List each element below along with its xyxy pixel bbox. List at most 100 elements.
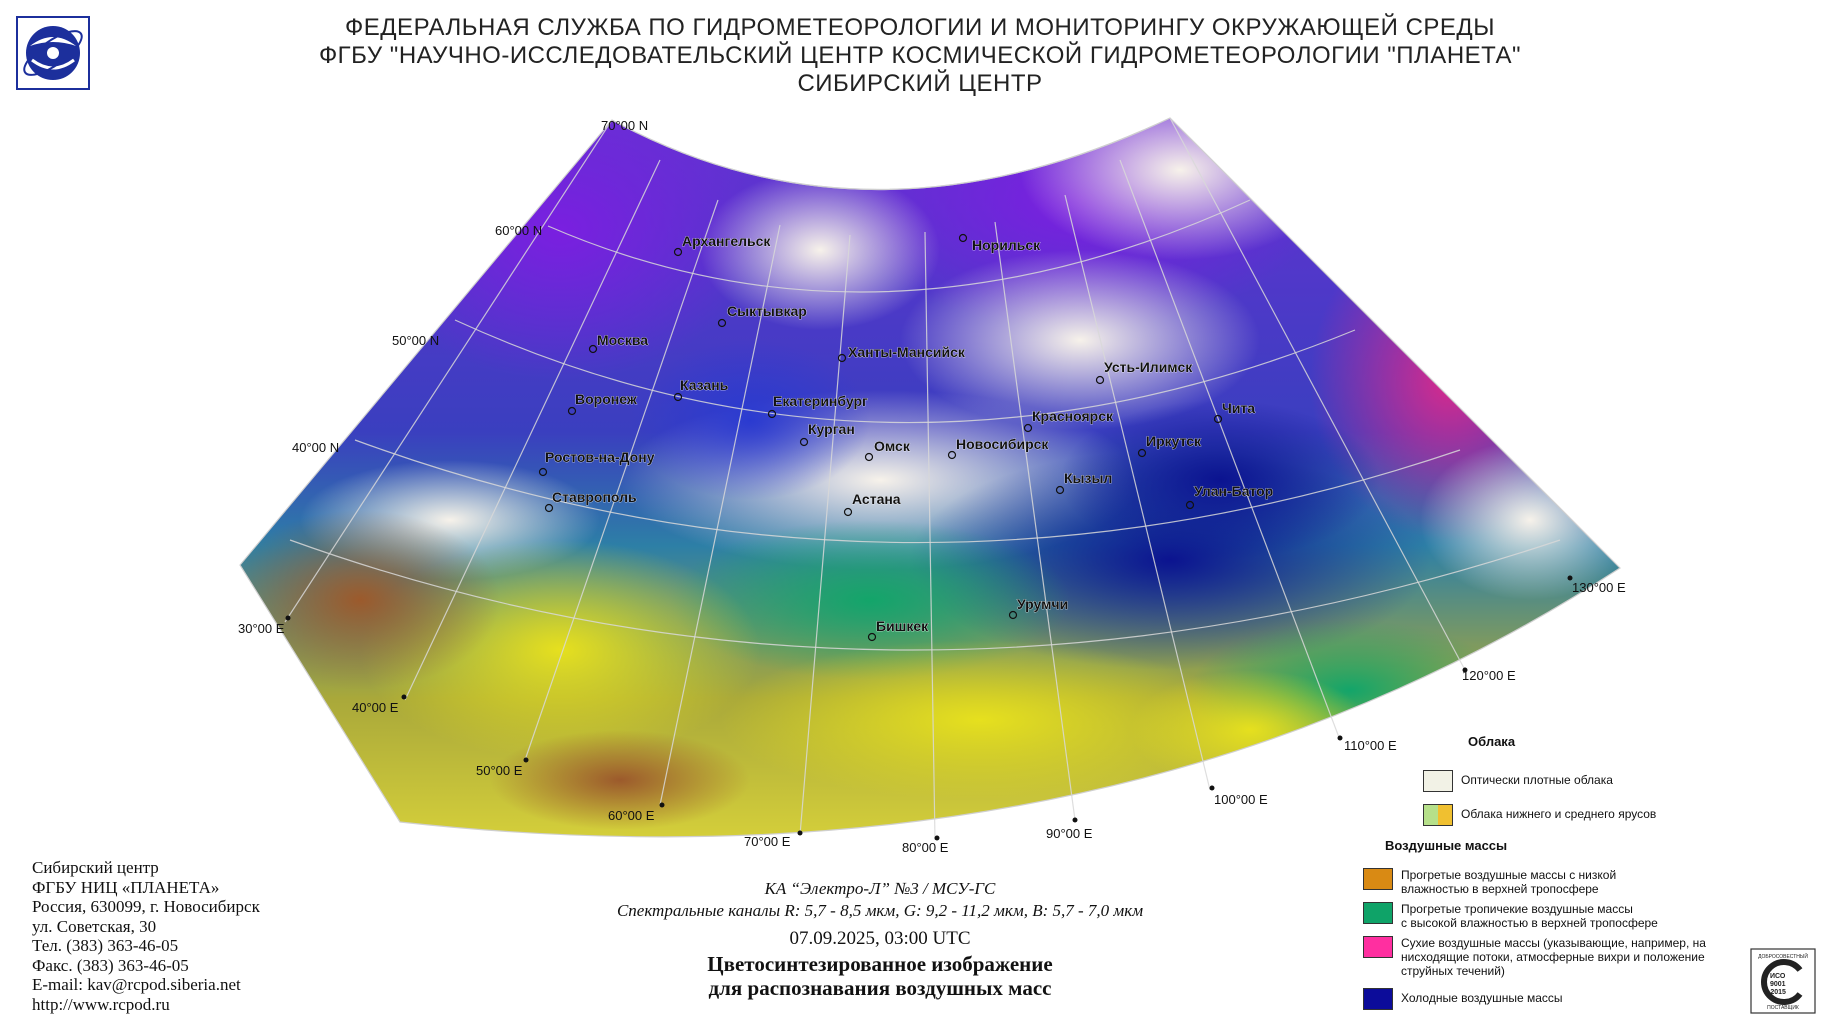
contact-email[interactable]: E-mail: kav@rcpod.siberia.net: [32, 975, 241, 994]
svg-text:Норильск: Норильск: [972, 237, 1041, 253]
header-line-2: ФГБУ "НАУЧНО-ИССЛЕДОВАТЕЛЬСКИЙ ЦЕНТР КОС…: [318, 42, 1522, 69]
legend-dry-air: Сухие воздушные массы (указывающие, напр…: [1363, 936, 1706, 978]
contact-info: Сибирский центр ФГБУ НИЦ «ПЛАНЕТА» Росси…: [32, 858, 260, 1014]
svg-text:Екатеринбург: Екатеринбург: [773, 393, 868, 409]
svg-text:Чита: Чита: [1222, 400, 1255, 416]
svg-text:Астана: Астана: [852, 491, 901, 507]
lon-tick: [1072, 817, 1078, 823]
svg-text:Ханты-Мансийск: Ханты-Мансийск: [848, 344, 966, 360]
swatch-low-mid-clouds: [1423, 804, 1453, 826]
lon-label-70: 70°00 E: [744, 834, 791, 849]
header-line-3: СИБИРСКИЙ ЦЕНТР: [797, 70, 1043, 97]
contact-website[interactable]: http://www.rcpod.ru: [32, 994, 170, 1014]
lat-label-60: 60°00 N: [495, 223, 542, 238]
city-bishkek: Бишкек: [867, 618, 929, 642]
svg-text:Бишкек: Бишкек: [876, 618, 929, 634]
header-line-1: ФЕДЕРАЛЬНАЯ СЛУЖБА ПО ГИДРОМЕТЕОРОЛОГИИ …: [345, 14, 1495, 41]
lat-label-50: 50°00 N: [392, 333, 439, 348]
lon-label-130: 130°00 E: [1572, 580, 1626, 595]
legend-clouds-title: Облака: [1468, 734, 1516, 749]
city-arkhangelsk: Архангельск: [673, 233, 772, 257]
svg-text:Архангельск: Архангельск: [682, 233, 771, 249]
lon-label-100: 100°00 E: [1214, 792, 1268, 807]
lon-tick: [659, 802, 665, 808]
spectral-channels: Спектральные каналы R: 5,7 - 8,5 мкм, G:…: [616, 901, 1144, 920]
svg-text:Новосибирск: Новосибирск: [956, 436, 1049, 452]
lat-label-40: 40°00 N: [292, 440, 339, 455]
svg-text:Сыктывкар: Сыктывкар: [727, 303, 807, 319]
city-astana: Астана: [843, 491, 901, 517]
city-ust-ilimsk: Усть-Илимск: [1095, 359, 1194, 385]
lon-tick: [797, 830, 803, 836]
lon-label-80: 80°00 E: [902, 840, 949, 855]
contact-phone: Тел. (383) 363-46-05: [32, 936, 179, 955]
lat-label-70: 70°00 N: [601, 118, 648, 133]
satellite-name: КА “Электро-Л” №3 / МСУ-ГС: [764, 879, 996, 898]
lon-label-90: 90°00 E: [1046, 826, 1093, 841]
lon-label-40: 40°00 E: [352, 700, 399, 715]
contact-line: ФГБУ НИЦ «ПЛАНЕТА»: [32, 877, 220, 897]
contact-address: Россия, 630099, г. Новосибирск: [32, 897, 260, 916]
lon-tick: [1209, 785, 1215, 791]
caption-line-1: Цветосинтезированное изображение: [707, 952, 1053, 976]
svg-text:Улан-Батор: Улан-Батор: [1194, 483, 1273, 499]
lon-tick: [1567, 575, 1573, 581]
city-chita: Чита: [1213, 400, 1256, 424]
city-kyzyl: Кызыл: [1055, 470, 1113, 495]
city-ulaanbaatar: Улан-Батор: [1185, 483, 1274, 510]
city-khanty-mansiysk: Ханты-Мансийск: [837, 344, 966, 363]
city-norilsk: Норильск: [958, 233, 1041, 253]
svg-text:Казань: Казань: [680, 377, 729, 393]
svg-text:Урумчи: Урумчи: [1017, 596, 1068, 612]
map-sector-border: [239, 117, 1621, 838]
legend-cold-air: Холодные воздушные массы: [1363, 988, 1563, 1010]
svg-text:Москва: Москва: [597, 332, 648, 348]
city-moscow: Москва: [588, 332, 649, 354]
svg-text:Иркутск: Иркутск: [1146, 433, 1202, 449]
city-novosibirsk: Новосибирск: [947, 436, 1050, 460]
swatch-dense-clouds: [1423, 770, 1453, 792]
swatch-warm-low-humidity: [1363, 868, 1393, 890]
legend-tropical-humid: Прогретые тропичекие воздушные массы с в…: [1363, 902, 1658, 930]
city-syktyvkar: Сыктывкар: [717, 303, 807, 328]
image-info: КА “Электро-Л” №3 / МСУ-ГС Спектральные …: [560, 878, 1200, 1000]
city-kurgan: Курган: [799, 421, 855, 447]
legend-dense-clouds: Оптически плотные облака: [1423, 770, 1613, 792]
graticule: [284, 117, 1561, 841]
lon-label-120: 120°00 E: [1462, 668, 1516, 683]
lon-tick: [523, 757, 529, 763]
city-irkutsk: Иркутск: [1137, 433, 1202, 458]
header: ФЕДЕРАЛЬНАЯ СЛУЖБА ПО ГИДРОМЕТЕОРОЛОГИИ …: [0, 14, 1840, 98]
svg-text:ПОСТАВЩИК: ПОСТАВЩИК: [1767, 1005, 1799, 1011]
lon-tick: [1337, 735, 1343, 741]
city-krasnoyarsk: Красноярск: [1023, 408, 1114, 433]
contact-street: ул. Советская, 30: [32, 916, 157, 936]
caption-line-2: для распознавания воздушных масс: [708, 976, 1052, 1000]
svg-text:ИСО: ИСО: [1770, 973, 1786, 980]
contact-fax: Факс. (383) 363-46-05: [32, 955, 189, 975]
city-voronezh: Воронеж: [567, 391, 638, 416]
iso-certification-badge: ДОБРОСОВЕСТНЫЙ ИСО 9001 -2015 ПОСТАВЩИК: [1750, 948, 1816, 1014]
svg-text:Ставрополь: Ставрополь: [552, 489, 637, 505]
svg-text:Кызыл: Кызыл: [1064, 470, 1112, 486]
svg-text:Курган: Курган: [808, 421, 855, 437]
lon-tick: [1462, 667, 1468, 673]
city-rostov-on-don: Ростов-на-Дону: [538, 449, 655, 477]
planeta-logo: [16, 16, 90, 90]
lon-tick: [285, 615, 291, 621]
lon-tick: [934, 835, 940, 841]
city-kazan: Казань: [673, 377, 729, 402]
swatch-tropical-humid: [1363, 902, 1393, 924]
svg-text:9001: 9001: [1770, 981, 1786, 988]
swatch-cold-air: [1363, 988, 1393, 1010]
lon-label-60: 60°00 E: [608, 808, 655, 823]
svg-text:Красноярск: Красноярск: [1032, 408, 1114, 424]
legend-warm-low-humidity: Прогретые воздушные массы с низкой влажн…: [1363, 868, 1616, 896]
svg-text:-2015: -2015: [1768, 989, 1786, 996]
svg-text:Ростов-на-Дону: Ростов-на-Дону: [545, 449, 655, 465]
swatch-dry-air: [1363, 936, 1393, 958]
city-yekaterinburg: Екатеринбург: [767, 393, 868, 419]
svg-text:Омск: Омск: [874, 438, 911, 454]
lon-label-50: 50°00 E: [476, 763, 523, 778]
svg-text:ДОБРОСОВЕСТНЫЙ: ДОБРОСОВЕСТНЫЙ: [1758, 952, 1808, 960]
